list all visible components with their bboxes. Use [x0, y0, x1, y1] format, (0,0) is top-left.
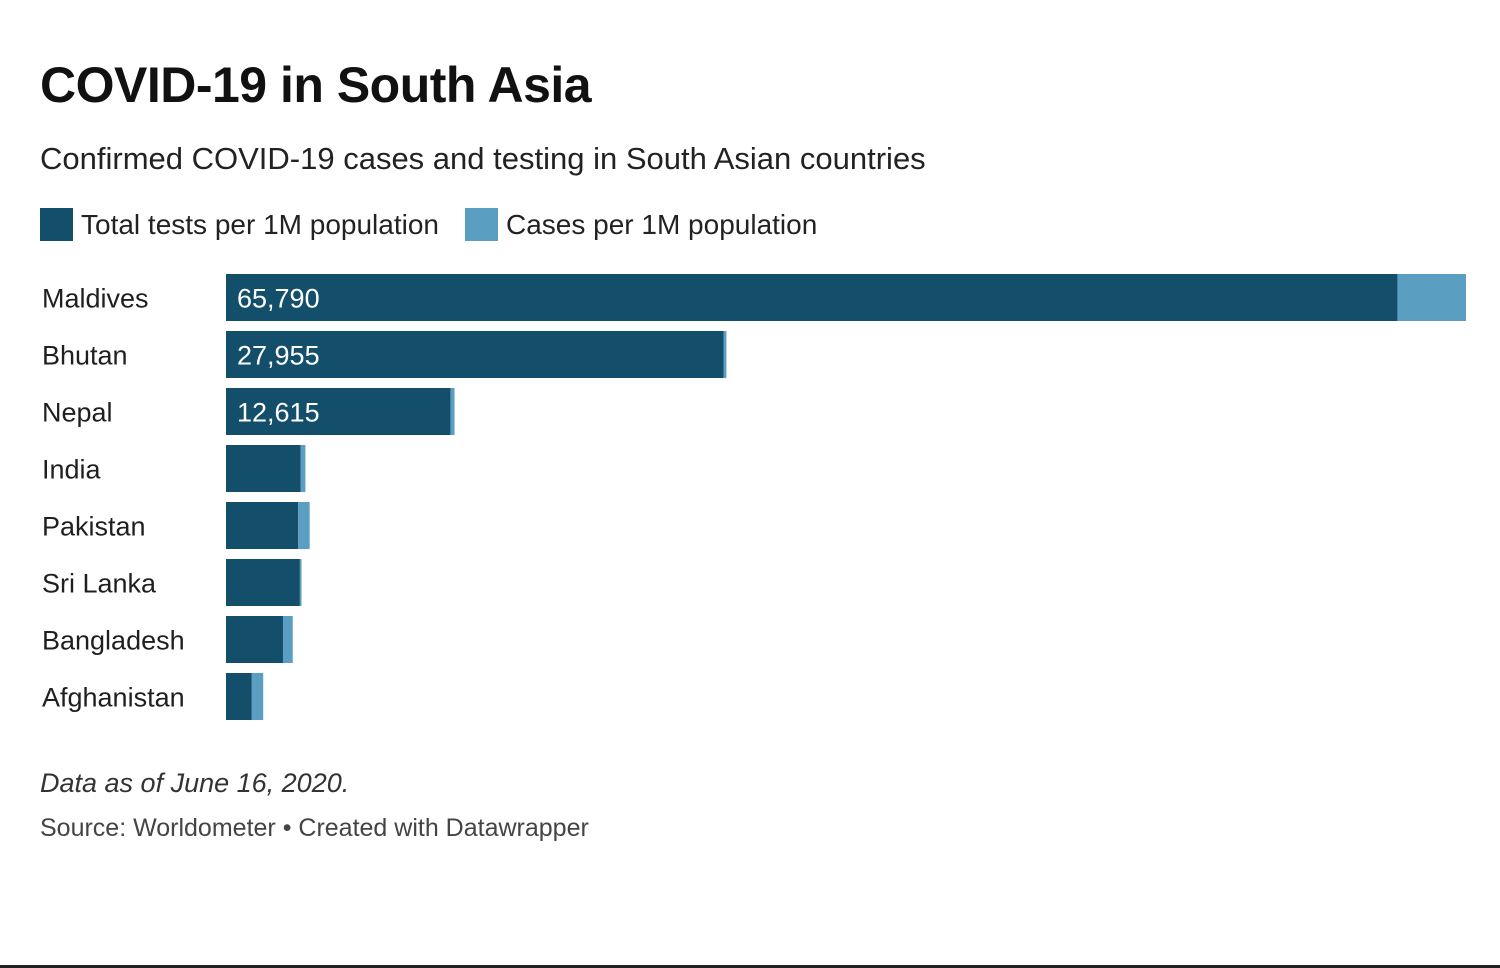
bar-nepal-tests	[226, 388, 451, 435]
legend-swatch-cases	[464, 208, 498, 241]
legend-label-cases: Cases per 1M population	[505, 208, 818, 240]
bar-chart: Maldives 65,790 Bhutan 27,955 Nepal 12,615 Ind…	[42, 274, 1466, 720]
bar-maldives-tests	[226, 274, 1398, 321]
value-label-bhutan: 27,955	[237, 341, 320, 371]
bar-bhutan-tests	[226, 331, 724, 378]
legend-item-cases: Cases per 1M population	[464, 208, 818, 241]
category-label-sri-lanka: Sri Lanka	[42, 569, 157, 599]
legend-label-tests: Total tests per 1M population	[81, 208, 439, 240]
bar-india-cases	[300, 445, 306, 492]
bar-afghanistan-tests	[226, 673, 252, 720]
bar-bangladesh-tests	[226, 616, 283, 663]
chart-title: COVID-19 in South Asia	[40, 57, 592, 113]
category-label-pakistan: Pakistan	[42, 512, 146, 542]
category-label-afghanistan: Afghanistan	[42, 683, 185, 713]
category-label-nepal: Nepal	[42, 398, 113, 428]
category-label-maldives: Maldives	[42, 284, 149, 314]
bar-maldives-cases	[1397, 274, 1466, 321]
bottom-divider	[0, 965, 1500, 968]
legend-swatch-tests	[40, 208, 73, 241]
value-label-maldives: 65,790	[237, 284, 320, 314]
legend-item-tests: Total tests per 1M population	[40, 208, 439, 241]
bar-sri-lanka-tests	[226, 559, 300, 606]
source-credit: Source: Worldometer • Created with Dataw…	[40, 814, 589, 842]
category-label-india: India	[42, 455, 102, 485]
data-date-note: Data as of June 16, 2020.	[40, 768, 350, 798]
bar-nepal-cases	[450, 388, 455, 435]
category-label-bangladesh: Bangladesh	[42, 626, 185, 656]
value-label-nepal: 12,615	[237, 398, 320, 428]
bar-pakistan-tests	[226, 502, 299, 549]
bar-india-tests	[226, 445, 301, 492]
bar-pakistan-cases	[298, 502, 310, 549]
chart-subtitle: Confirmed COVID-19 cases and testing in …	[40, 141, 926, 176]
bar-afghanistan-cases	[251, 673, 264, 720]
bar-bangladesh-cases	[282, 616, 293, 663]
bar-bhutan-cases	[723, 331, 727, 378]
legend: Total tests per 1M population Cases per …	[40, 208, 843, 241]
category-label-bhutan: Bhutan	[42, 341, 128, 371]
bar-sri-lanka-cases	[299, 559, 302, 606]
